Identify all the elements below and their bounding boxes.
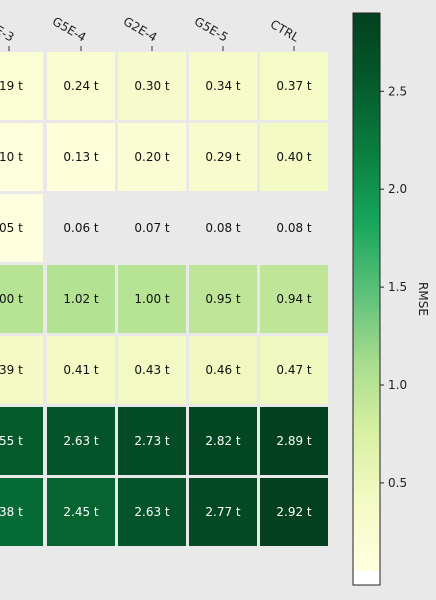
heatmap-cell <box>47 478 115 546</box>
column-label: G2E-4 <box>121 14 160 44</box>
cell-label: .55 t <box>0 434 23 448</box>
heatmap-cell <box>47 407 115 475</box>
cell-label: .19 t <box>0 79 23 93</box>
cell-label: 0.41 t <box>63 363 99 377</box>
cell-label: 0.13 t <box>63 150 99 164</box>
heatmap-cell <box>118 336 186 404</box>
heatmap-cell <box>0 123 43 191</box>
cell-label: 2.82 t <box>205 434 241 448</box>
heatmap-cell <box>0 52 43 120</box>
column-label: G5E-4 <box>50 14 89 44</box>
colorbar-tick-label: 1.5 <box>388 280 407 294</box>
heatmap-cell <box>260 336 328 404</box>
heatmap-cell <box>118 123 186 191</box>
cell-label: 0.34 t <box>205 79 241 93</box>
heatmap-cell <box>189 52 257 120</box>
heatmap-cell <box>47 52 115 120</box>
cell-label: .39 t <box>0 363 23 377</box>
colorbar-tick-label: 2.5 <box>388 84 407 98</box>
heatmap-cell <box>260 123 328 191</box>
colorbar-gradient <box>353 13 380 571</box>
heatmap-cell <box>118 265 186 333</box>
colorbar-tick-label: 0.5 <box>388 476 407 490</box>
heatmap-cell <box>47 123 115 191</box>
cell-label: .10 t <box>0 150 23 164</box>
cell-label: 0.37 t <box>276 79 312 93</box>
heatmap-cell <box>189 336 257 404</box>
cell-label: 1.00 t <box>134 292 170 306</box>
heatmap-cell <box>189 123 257 191</box>
colorbar-tick-label: 2.0 <box>388 182 407 196</box>
cell-label: 0.46 t <box>205 363 241 377</box>
heatmap-cell <box>47 265 115 333</box>
heatmap-cell <box>47 336 115 404</box>
colorbar-label: RMSE <box>416 282 430 316</box>
cell-label: 2.73 t <box>134 434 170 448</box>
heatmap-cell <box>260 478 328 546</box>
column-label: CTRL <box>268 17 302 45</box>
cell-label: 2.89 t <box>276 434 312 448</box>
cell-label: 2.63 t <box>134 505 170 519</box>
cell-label: 0.20 t <box>134 150 170 164</box>
cell-label: 0.08 t <box>276 221 312 235</box>
heatmap-cell <box>260 52 328 120</box>
cell-label: 0.47 t <box>276 363 312 377</box>
cell-label: 0.40 t <box>276 150 312 164</box>
heatmap-cell <box>189 265 257 333</box>
cell-label: 0.29 t <box>205 150 241 164</box>
column-label: E-3 <box>0 23 16 45</box>
colorbar-bottom-band <box>353 571 380 585</box>
cell-label: 2.63 t <box>63 434 99 448</box>
heatmap-cell <box>0 478 43 546</box>
cell-label: 0.07 t <box>134 221 170 235</box>
cell-label: 2.92 t <box>276 505 312 519</box>
cell-label: 0.24 t <box>63 79 99 93</box>
heatmap-cell <box>189 478 257 546</box>
cell-label: 0.95 t <box>205 292 241 306</box>
heatmap-cell <box>260 407 328 475</box>
heatmap-cell <box>260 265 328 333</box>
heatmap-cell <box>0 336 43 404</box>
heatmap-cell <box>118 52 186 120</box>
cell-label: 0.06 t <box>63 221 99 235</box>
cell-label: .00 t <box>0 292 23 306</box>
colorbar: 0.5 1.0 1.5 2.0 2.5 RMSE <box>352 12 430 586</box>
heatmap-cell <box>0 194 43 262</box>
heatmap-cell <box>118 478 186 546</box>
cell-label: .38 t <box>0 505 23 519</box>
heatmap-cell <box>0 265 43 333</box>
column-label: G5E-5 <box>192 14 231 44</box>
cell-label: 2.45 t <box>63 505 99 519</box>
cell-label: 0.43 t <box>134 363 170 377</box>
colorbar-frame <box>352 12 381 586</box>
heatmap-cell <box>189 407 257 475</box>
cell-label: 0.08 t <box>205 221 241 235</box>
heatmap-cell <box>118 407 186 475</box>
heatmap-cell <box>0 407 43 475</box>
cell-label: 2.77 t <box>205 505 241 519</box>
column-labels: E-3 G5E-4 G2E-4 G5E-5 CTRL <box>0 14 302 51</box>
cell-label: 1.02 t <box>63 292 99 306</box>
colorbar-tick-label: 1.0 <box>388 378 407 392</box>
cell-label: .05 t <box>0 221 23 235</box>
heatmap-cells: .19 t 0.24 t 0.30 t 0.34 t 0.37 t .10 t 0.13 t… <box>0 52 328 546</box>
cell-label: 0.30 t <box>134 79 170 93</box>
cell-label: 0.94 t <box>276 292 312 306</box>
